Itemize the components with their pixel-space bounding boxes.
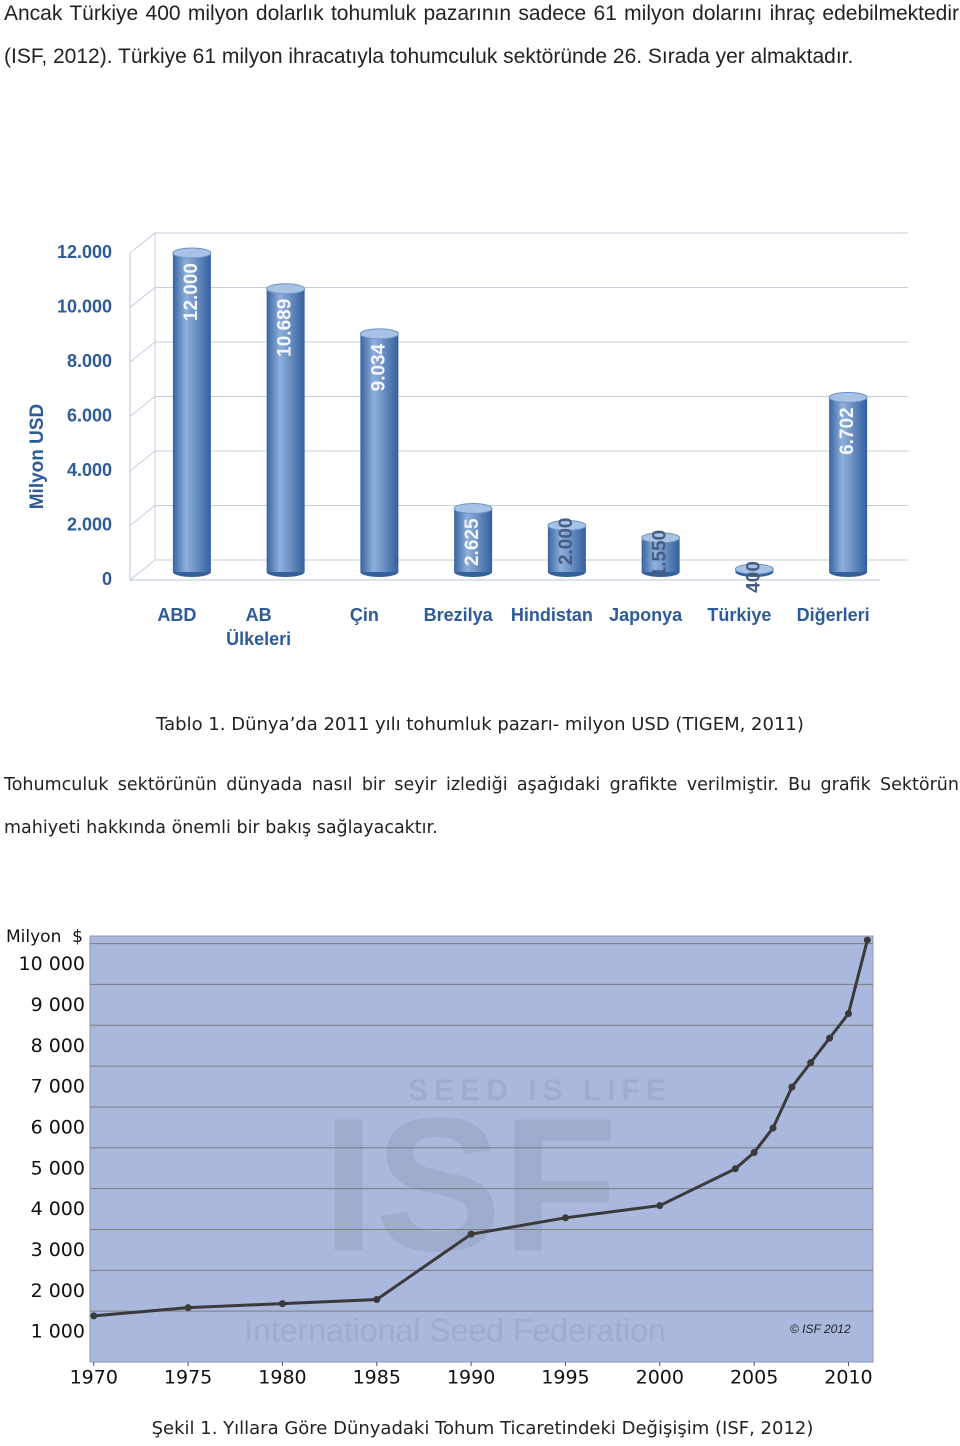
bar bbox=[266, 288, 305, 572]
x-tick-label: 1970 bbox=[70, 1367, 118, 1389]
y-tick-label: 5 000 bbox=[31, 1157, 85, 1179]
point bbox=[826, 1034, 834, 1042]
bar-top bbox=[547, 520, 587, 531]
point bbox=[769, 1124, 777, 1132]
y-axis-label: Milyon USD bbox=[27, 404, 48, 510]
bar bbox=[454, 508, 493, 572]
x-tick-label: 2010 bbox=[824, 1367, 872, 1389]
point bbox=[467, 1230, 475, 1238]
bar bbox=[829, 397, 868, 572]
x-tick-label: ABD bbox=[157, 605, 197, 625]
x-tick-label: 1995 bbox=[541, 1367, 589, 1389]
y-tick-label: 7 000 bbox=[31, 1076, 85, 1098]
grid-line bbox=[129, 396, 908, 417]
x-tick-label: Hindistan bbox=[510, 605, 593, 625]
bar bbox=[172, 253, 211, 572]
value-label: 6.702 bbox=[837, 407, 858, 455]
credit: © ISF 2012 bbox=[790, 1322, 851, 1336]
grid-line bbox=[129, 505, 908, 526]
y-tick-label: 2.000 bbox=[67, 514, 112, 534]
y-tick-label: 10.000 bbox=[57, 296, 112, 316]
watermark: SEED IS LIFE bbox=[408, 1074, 672, 1107]
y-axis-label: Milyon $ bbox=[6, 927, 83, 947]
point bbox=[90, 1312, 98, 1320]
watermark: International Seed Federation bbox=[244, 1312, 666, 1348]
point bbox=[807, 1059, 815, 1067]
axis bbox=[129, 253, 880, 581]
y-tick-label: 1 000 bbox=[31, 1321, 85, 1343]
x-tick-label: 1990 bbox=[447, 1367, 495, 1389]
y-tick-label: 3 000 bbox=[31, 1239, 85, 1261]
point bbox=[656, 1202, 664, 1210]
value-label: 9.034 bbox=[368, 343, 389, 391]
bar bbox=[547, 525, 586, 572]
point bbox=[373, 1296, 381, 1304]
bar-top bbox=[172, 247, 212, 259]
point bbox=[844, 1010, 852, 1018]
y-tick-label: 2 000 bbox=[31, 1280, 85, 1302]
grid-line bbox=[129, 232, 908, 254]
paragraph: Ancak Türkiye 400 milyon dolarlık tohuml… bbox=[4, 2, 959, 68]
point bbox=[561, 1214, 569, 1222]
caption: Şekil 1. Yıllara Göre Dünyadaki Tohum Ti… bbox=[151, 1418, 814, 1439]
point bbox=[278, 1300, 286, 1308]
point bbox=[863, 936, 871, 944]
y-tick-label: 0 bbox=[102, 569, 112, 589]
grid-line bbox=[129, 450, 908, 472]
grid-line bbox=[129, 559, 908, 581]
bar-top bbox=[453, 502, 493, 514]
x-tick-label: Türkiye bbox=[707, 605, 772, 625]
x-tick-label: 1975 bbox=[164, 1367, 212, 1389]
x-tick-label: Japonya bbox=[609, 605, 683, 625]
caption: Tablo 1. Dünya’da 2011 yılı tohumluk paz… bbox=[156, 714, 804, 735]
y-tick-label: 4.000 bbox=[67, 460, 112, 480]
bar-top bbox=[641, 532, 681, 544]
value-label: 12.000 bbox=[181, 263, 202, 321]
x-tick-label: 2000 bbox=[636, 1367, 684, 1389]
point bbox=[788, 1083, 796, 1091]
x-tick-label: Çin bbox=[349, 605, 379, 625]
watermark: ISF bbox=[322, 1079, 618, 1291]
bar bbox=[360, 333, 399, 572]
y-tick-label: 12.000 bbox=[57, 242, 112, 262]
x-tick-label: Brezilya bbox=[423, 605, 493, 625]
point bbox=[184, 1304, 192, 1312]
grid-line bbox=[129, 287, 908, 308]
x-tick-label: 1980 bbox=[258, 1367, 306, 1389]
plot-background bbox=[89, 935, 874, 1363]
bar-top bbox=[828, 391, 868, 403]
y-tick-label: 8.000 bbox=[67, 351, 112, 371]
y-tick-label: 10 000 bbox=[19, 953, 85, 975]
point bbox=[731, 1165, 739, 1173]
grid-line bbox=[129, 341, 908, 363]
x-tick-label: Diğerleri bbox=[796, 605, 870, 625]
bar-top bbox=[266, 283, 306, 295]
value-label: 10.689 bbox=[275, 299, 296, 357]
x-tick-label: 2005 bbox=[730, 1367, 778, 1389]
value-label: 1.550 bbox=[650, 530, 671, 578]
paragraph: Tohumculuk sektörünün dünyada nasıl bir … bbox=[4, 775, 959, 838]
value-label: 2.000 bbox=[556, 518, 577, 566]
bar-top bbox=[734, 563, 774, 575]
x-tick-label: AB Ülkeleri bbox=[226, 605, 292, 649]
y-tick-label: 6 000 bbox=[31, 1116, 85, 1138]
bar-top bbox=[359, 328, 399, 340]
value-label: 400 bbox=[743, 561, 764, 593]
y-tick-label: 6.000 bbox=[67, 405, 112, 425]
y-tick-label: 4 000 bbox=[31, 1198, 85, 1220]
y-tick-label: 9 000 bbox=[31, 994, 85, 1016]
bar bbox=[641, 537, 680, 572]
value-label: 2.625 bbox=[462, 518, 483, 566]
x-tick-label: 1985 bbox=[353, 1367, 401, 1389]
y-tick-label: 8 000 bbox=[31, 1035, 85, 1057]
point bbox=[750, 1148, 758, 1156]
